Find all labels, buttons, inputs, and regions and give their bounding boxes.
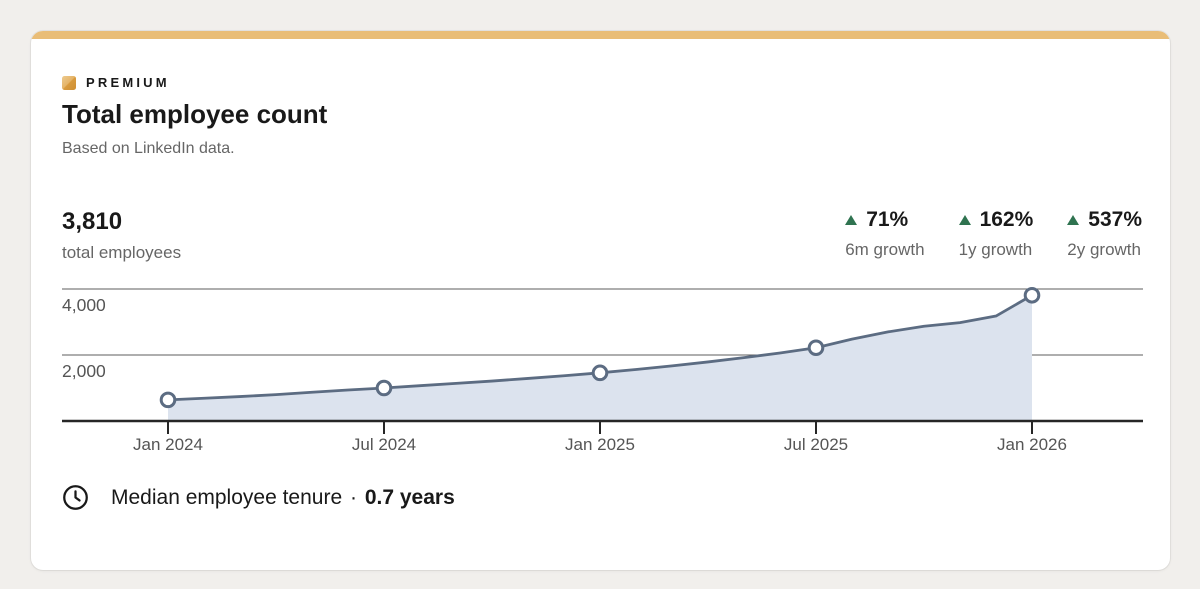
premium-insights-card: PREMIUM Total employee count Based on Li… — [31, 31, 1170, 570]
premium-accent-bar — [31, 31, 1170, 39]
growth-stat-2y: 537% 2y growth — [1067, 208, 1142, 260]
page-title: Total employee count — [62, 99, 328, 129]
growth-stat-1y: 162% 1y growth — [958, 208, 1034, 260]
employee-count-chart-svg: 2,000 4,000 Jan 2024 Jul 2024 Jan 2025 Jul 20… — [62, 287, 1143, 454]
x-axis-tick-label: Jan 2026 — [997, 435, 1067, 454]
triangle-up-icon — [1067, 215, 1080, 226]
growth-label-1y: 1y growth — [958, 240, 1033, 260]
growth-value-2y: 537% — [1088, 208, 1142, 232]
chart-data-point[interactable] — [159, 391, 177, 409]
growth-stats: 71% 6m growth 162% 1y growth 537% — [845, 208, 1142, 260]
triangle-up-icon — [958, 215, 971, 226]
card-body: PREMIUM Total employee count Based on Li… — [31, 39, 1170, 511]
employee-count-chart: 2,000 4,000 Jan 2024 Jul 2024 Jan 2025 Jul 20… — [62, 272, 1143, 462]
premium-badge: PREMIUM — [62, 75, 1142, 90]
y-axis-tick-label: 4,000 — [62, 295, 106, 315]
tenure-text: Median employee tenure · 0.7 years — [111, 486, 455, 510]
total-employees-summary: 3,810 total employees — [62, 208, 181, 263]
chart-data-point[interactable] — [591, 364, 609, 382]
chart-data-point[interactable] — [807, 339, 825, 357]
x-axis-tick-label: Jan 2025 — [565, 435, 635, 454]
x-axis-tick-label: Jan 2024 — [133, 435, 203, 454]
stats-row: 3,810 total employees 71% 6m growth 162% — [62, 208, 1142, 263]
tenure-label: Median employee tenure — [111, 485, 343, 509]
total-employees-value: 3,810 — [62, 208, 123, 236]
tenure-value: 0.7 years — [364, 485, 455, 509]
growth-value-1y: 162% — [979, 208, 1034, 232]
growth-label-6m: 6m growth — [845, 240, 925, 260]
growth-label-2y: 2y growth — [1067, 240, 1141, 260]
data-source-note: Based on LinkedIn data. — [62, 140, 235, 158]
tenure-row: Median employee tenure · 0.7 years — [62, 484, 1142, 511]
chart-data-point[interactable] — [1023, 287, 1041, 304]
tenure-separator: · — [350, 485, 357, 509]
chart-data-point[interactable] — [375, 379, 393, 397]
x-axis-tick-label: Jul 2025 — [784, 435, 848, 454]
x-axis-tick-label: Jul 2024 — [352, 435, 416, 454]
total-employees-label: total employees — [62, 243, 182, 263]
premium-badge-icon — [62, 75, 76, 90]
premium-label: PREMIUM — [86, 75, 170, 90]
triangle-up-icon — [845, 215, 858, 226]
growth-value-6m: 71% — [866, 208, 909, 232]
growth-stat-6m: 71% 6m growth — [845, 208, 925, 260]
y-axis-tick-label: 2,000 — [62, 361, 106, 381]
clock-icon — [63, 485, 88, 511]
